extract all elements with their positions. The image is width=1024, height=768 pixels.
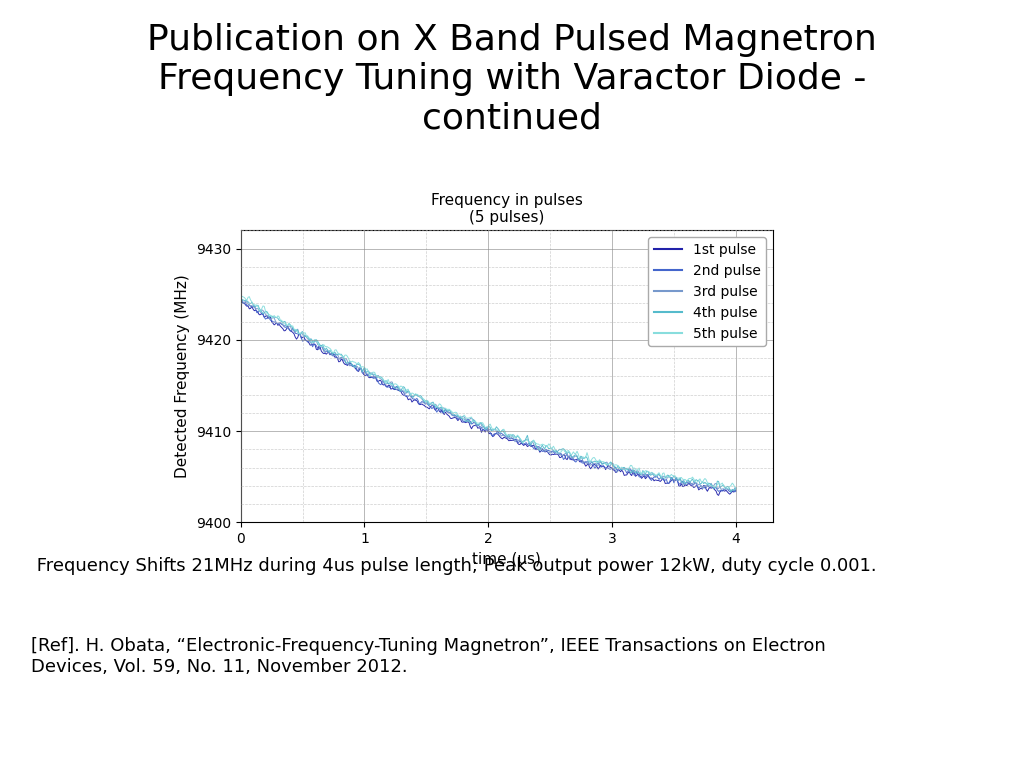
Y-axis label: Detected Frequency (MHz): Detected Frequency (MHz) bbox=[175, 274, 190, 478]
Legend: 1st pulse, 2nd pulse, 3rd pulse, 4th pulse, 5th pulse: 1st pulse, 2nd pulse, 3rd pulse, 4th pul… bbox=[648, 237, 766, 346]
X-axis label: time (μs): time (μs) bbox=[472, 551, 542, 567]
Text: Publication on X Band Pulsed Magnetron
Frequency Tuning with Varactor Diode -
co: Publication on X Band Pulsed Magnetron F… bbox=[147, 23, 877, 136]
Title: Frequency in pulses
(5 pulses): Frequency in pulses (5 pulses) bbox=[431, 193, 583, 225]
Text: [Ref]. H. Obata, “Electronic-Frequency-Tuning Magnetron”, IEEE Transactions on E: [Ref]. H. Obata, “Electronic-Frequency-T… bbox=[31, 637, 825, 677]
Text: Frequency Shifts 21MHz during 4us pulse length; Peak output power 12kW, duty cyc: Frequency Shifts 21MHz during 4us pulse … bbox=[31, 557, 877, 574]
